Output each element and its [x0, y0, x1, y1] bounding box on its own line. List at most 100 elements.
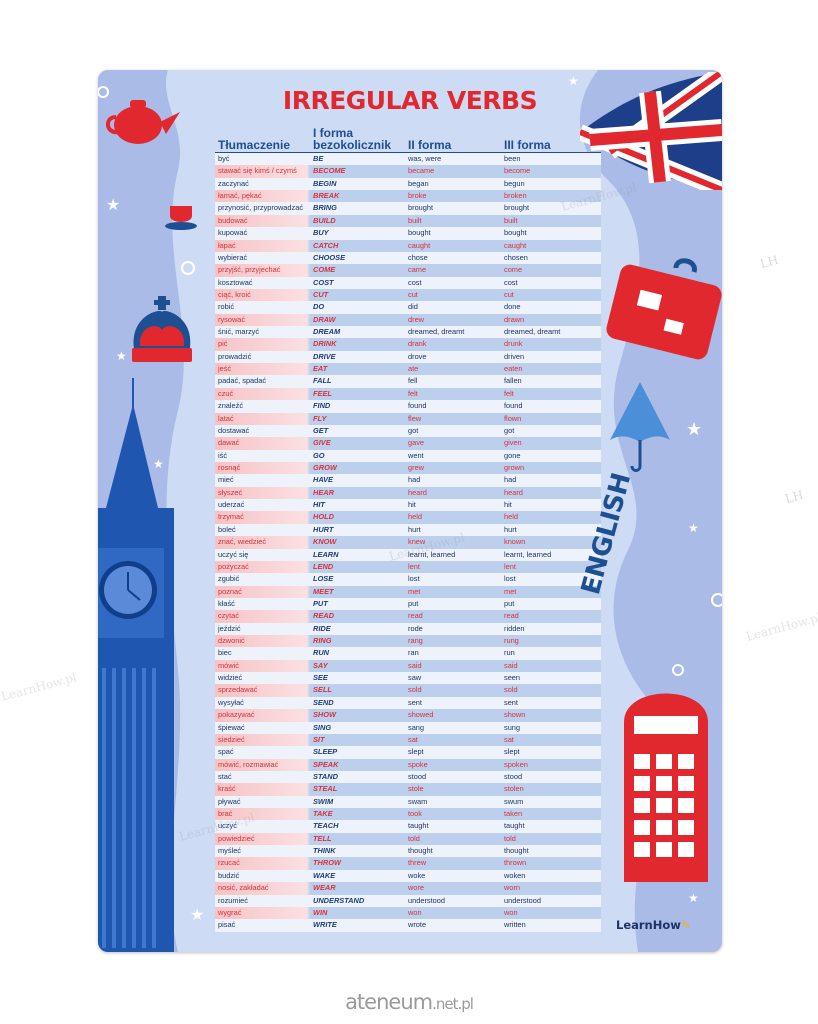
- second-form-cell: caught: [408, 240, 431, 250]
- infinitive-cell: EAT: [313, 364, 328, 374]
- second-form-cell: took: [408, 809, 422, 819]
- infinitive-cell: DRAW: [313, 314, 336, 324]
- third-form-cell: learnt, learned: [504, 549, 552, 559]
- watermark: LH: [783, 487, 805, 507]
- second-form-cell: taught: [408, 821, 429, 831]
- infinitive-cell: KNOW: [313, 537, 337, 547]
- second-form-cell: lent: [408, 561, 420, 571]
- third-form-cell: dreamed, dreamt: [504, 327, 561, 337]
- third-form-cell: cost: [504, 277, 518, 287]
- third-form-cell: met: [504, 586, 517, 596]
- translation-cell: robić: [218, 302, 235, 312]
- infinitive-cell: WAKE: [313, 870, 336, 880]
- second-form-cell: brought: [408, 203, 434, 213]
- third-form-cell: built: [504, 215, 518, 225]
- infinitive-cell: HOLD: [313, 512, 334, 522]
- infinitive-cell: HIT: [313, 500, 325, 510]
- translation-cell: pisać: [218, 920, 236, 930]
- table-row: latać FLY flew flown: [215, 412, 601, 425]
- table-row: budować BUILD built built: [215, 214, 601, 228]
- third-form-cell: rung: [504, 636, 519, 646]
- second-form-cell: thought: [408, 846, 433, 856]
- infinitive-cell: GIVE: [313, 438, 331, 448]
- translation-cell: pokazywać: [218, 710, 255, 720]
- table-row: widzieć SEE saw seen: [215, 672, 601, 685]
- translation-cell: dostawać: [218, 425, 250, 435]
- infinitive-cell: CUT: [313, 289, 329, 299]
- third-form-cell: caught: [504, 240, 527, 250]
- table-row: trzymać HOLD held held: [215, 511, 601, 524]
- watermark: LH: [758, 252, 780, 272]
- table-row: znać, wiedzieć KNOW knew known: [215, 536, 601, 549]
- second-form-cell: learnt, learned: [408, 549, 456, 559]
- infinitive-cell: PUT: [313, 598, 328, 608]
- table-row: kraść STEAL stole stolen: [215, 783, 601, 796]
- infinitive-cell: TEACH: [313, 821, 339, 831]
- infinitive-cell: BEGIN: [313, 178, 337, 188]
- third-form-cell: ridden: [504, 623, 525, 633]
- table-row: wybierać CHOOSE chose chosen: [215, 251, 601, 265]
- third-form-cell: brought: [504, 203, 530, 213]
- infinitive-cell: FALL: [313, 376, 332, 386]
- infinitive-cell: FIND: [313, 401, 331, 411]
- table-row: powiedzieć TELL told told: [215, 832, 601, 846]
- translation-cell: jeść: [218, 364, 232, 374]
- second-form-cell: flew: [408, 413, 422, 423]
- translation-cell: czytać: [218, 611, 239, 621]
- second-form-cell: stood: [408, 771, 427, 781]
- infinitive-cell: COST: [313, 277, 334, 287]
- translation-cell: mówić, rozmawiać: [218, 759, 279, 769]
- third-form-cell: thrown: [504, 858, 527, 868]
- uk-flag-icon: [580, 72, 722, 190]
- third-form-cell: begun: [504, 178, 525, 188]
- infinitive-cell: RUN: [313, 648, 330, 658]
- second-form-cell: became: [408, 166, 435, 176]
- translation-cell: pić: [218, 339, 228, 349]
- teapot-icon: [106, 100, 180, 144]
- table-row: nosić, zakładać WEAR wore worn: [215, 882, 601, 895]
- second-form-cell: won: [408, 907, 422, 917]
- infinitive-cell: STAND: [313, 771, 338, 781]
- translation-cell: rzucać: [218, 858, 240, 868]
- infinitive-cell: SEE: [313, 673, 328, 683]
- translation-cell: latać: [218, 413, 234, 423]
- table-body: być BE was, were been stawać się kimś / czym…: [215, 153, 601, 932]
- third-form-cell: done: [504, 302, 521, 312]
- third-form-cell: won: [504, 907, 518, 917]
- third-form-cell: understood: [504, 895, 541, 905]
- table-row: brać TAKE took taken: [215, 808, 601, 821]
- third-form-cell: woken: [504, 870, 526, 880]
- table-row: boleć HURT hurt hurt: [215, 523, 601, 537]
- third-form-cell: sung: [504, 722, 521, 732]
- big-ben-icon: [98, 378, 174, 952]
- page-title: IRREGULAR VERBS: [282, 86, 538, 115]
- translation-cell: kupować: [218, 228, 248, 238]
- third-form-cell: sat: [504, 734, 514, 744]
- table-row: pokazywać SHOW showed shown: [215, 709, 601, 722]
- third-form-cell: sent: [504, 697, 518, 707]
- infinitive-cell: THROW: [313, 858, 341, 868]
- second-form-cell: hurt: [408, 524, 421, 534]
- svg-text:★: ★: [688, 891, 699, 905]
- second-form-cell: hit: [408, 500, 416, 510]
- infinitive-cell: RIDE: [313, 623, 331, 633]
- table-row: iść GO went gone: [215, 449, 601, 462]
- second-form-cell: got: [408, 425, 419, 435]
- third-form-cell: written: [504, 920, 526, 930]
- table-row: dostawać GET got got: [215, 424, 601, 438]
- footer-site: ateneum.net.pl: [0, 990, 818, 1014]
- translation-cell: stać: [218, 771, 232, 781]
- second-form-cell: heard: [408, 487, 427, 497]
- third-form-cell: sold: [504, 685, 518, 695]
- table-row: mówić, rozmawiać SPEAK spoke spoken: [215, 758, 601, 771]
- infinitive-cell: DO: [313, 302, 325, 312]
- translation-cell: znaleźć: [218, 401, 244, 411]
- second-form-cell: was, were: [408, 154, 442, 163]
- infinitive-cell: TELL: [313, 833, 332, 843]
- table-row: stawać się kimś / czymś BECOME became becom…: [215, 165, 601, 178]
- translation-cell: czuć: [218, 388, 234, 398]
- translation-cell: rozumieć: [218, 895, 248, 905]
- third-form-cell: got: [504, 425, 515, 435]
- second-form-cell: met: [408, 586, 421, 596]
- translation-cell: dawać: [218, 438, 240, 448]
